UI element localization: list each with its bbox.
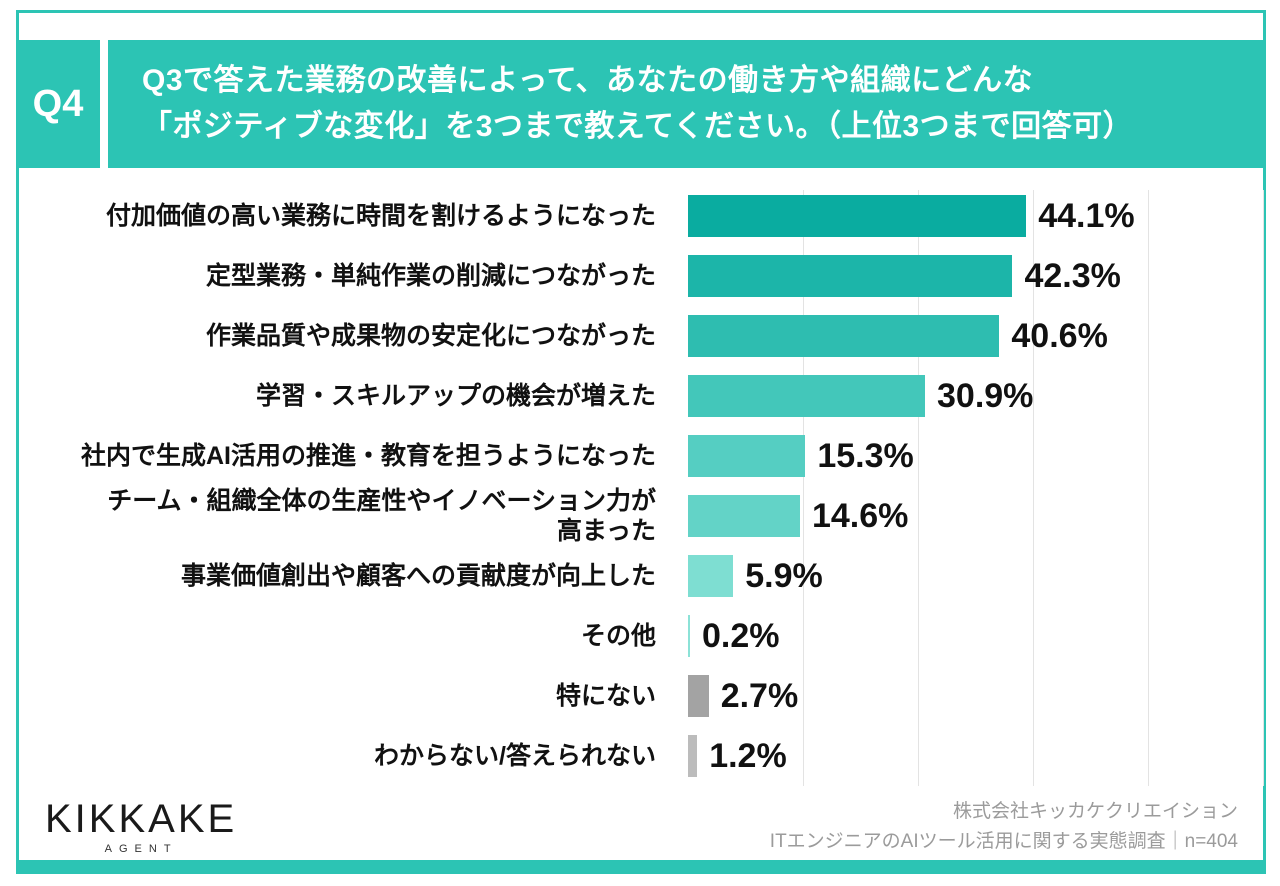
category-label: 事業価値創出や顧客への貢献度が向上した: [180, 562, 656, 590]
bar-track: 5.9%: [688, 555, 1280, 597]
category-label: 社内で生成AI活用の推進・教育を担うようになった: [80, 442, 656, 470]
bar: [688, 315, 1000, 357]
bar-track: 44.1%: [688, 195, 1280, 237]
value-label: 42.3%: [1024, 256, 1121, 295]
bar: [688, 735, 698, 777]
chart-row: 作業品質や成果物の安定化につながった 40.6%: [0, 306, 1280, 366]
bar: [688, 195, 1027, 237]
value-label: 0.2%: [702, 616, 780, 655]
category-label: その他: [580, 622, 656, 650]
kikkake-logo-text: KIKKAKE: [45, 797, 238, 841]
chart-row: 付加価値の高い業務に時間を割けるようになった 44.1%: [0, 186, 1280, 246]
category-label: 付加価値の高い業務に時間を割けるようになった: [105, 202, 656, 230]
bar: [688, 555, 734, 597]
bar-track: 14.6%: [688, 495, 1280, 537]
bar: [688, 255, 1013, 297]
chart-row: 学習・スキルアップの機会が増えた 30.9%: [0, 366, 1280, 426]
value-label: 40.6%: [1011, 316, 1108, 355]
category-label: 定型業務・単純作業の削減につながった: [205, 262, 656, 290]
bar-chart: 付加価値の高い業務に時間を割けるようになった 44.1% 定型業務・単純作業の削減に…: [0, 186, 1280, 790]
chart-row: その他 0.2%: [0, 606, 1280, 666]
chart-row: チーム・組織全体の生産性やイノベーション力が 高まった 14.6%: [0, 486, 1280, 546]
bar-track: 30.9%: [688, 375, 1280, 417]
bar-track: 0.2%: [688, 615, 1280, 657]
question-number-badge: Q4: [16, 40, 100, 168]
question-title-line1: Q3で答えた業務の改善によって、あなたの働き方や組織にどんな: [142, 63, 1034, 97]
category-label: 作業品質や成果物の安定化につながった: [205, 322, 656, 350]
bar: [688, 495, 800, 537]
kikkake-logo-subtext: AGENT: [104, 843, 178, 855]
question-title: Q3で答えた業務の改善によって、あなたの働き方や組織にどんな 「ポジティブな変化…: [108, 40, 1266, 168]
gridline: [918, 190, 920, 786]
kikkake-logo: KIKKAKE AGENT: [45, 799, 237, 855]
chart-row: 定型業務・単純作業の削減につながった 42.3%: [0, 246, 1280, 306]
gridline: [1148, 190, 1150, 786]
bar-track: 40.6%: [688, 315, 1280, 357]
chart-row: わからない/答えられない 1.2%: [0, 726, 1280, 786]
question-title-line2: 「ポジティブな変化」を3つまで教えてください。（上位3つまで回答可）: [142, 110, 1134, 143]
value-label: 2.7%: [720, 676, 799, 715]
value-label: 44.1%: [1038, 196, 1135, 235]
bar: [688, 375, 925, 417]
bar-track: 2.7%: [688, 675, 1280, 717]
value-label: 14.6%: [811, 496, 909, 535]
value-label: 5.9%: [745, 556, 823, 595]
credit-company: 株式会社キッカケクリエイション: [952, 800, 1238, 822]
bar-track: 42.3%: [688, 255, 1280, 297]
bar-track: 15.3%: [688, 435, 1280, 477]
bar: [688, 615, 690, 657]
gridline: [1033, 190, 1035, 786]
bar-track: 1.2%: [688, 735, 1280, 777]
gridline: [803, 190, 805, 786]
value-label: 30.9%: [937, 376, 1034, 415]
value-label: 15.3%: [817, 436, 914, 475]
bar: [688, 435, 806, 477]
survey-credit: 株式会社キッカケクリエイション ITエンジニアのAIツール活用に関する実態調査｜…: [770, 797, 1238, 858]
chart-row: 社内で生成AI活用の推進・教育を担うようになった 15.3%: [0, 426, 1280, 486]
credit-survey-name: ITエンジニアのAIツール活用に関する実態調査｜n=404: [769, 831, 1238, 852]
category-label: わからない/答えられない: [374, 742, 656, 770]
bar: [688, 675, 709, 717]
category-label: 特にない: [555, 682, 656, 710]
footer: KIKKAKE AGENT 株式会社キッカケクリエイション ITエンジニアのAI…: [45, 792, 1238, 862]
chart-row: 事業価値創出や顧客への貢献度が向上した 5.9%: [0, 546, 1280, 606]
chart-row: 特にない 2.7%: [0, 666, 1280, 726]
category-label: チーム・組織全体の生産性やイノベーション力が 高まった: [107, 487, 656, 545]
category-label: 学習・スキルアップの機会が増えた: [255, 382, 656, 410]
value-label: 1.2%: [709, 736, 787, 775]
header: Q4 Q3で答えた業務の改善によって、あなたの働き方や組織にどんな 「ポジティブ…: [16, 40, 1266, 168]
